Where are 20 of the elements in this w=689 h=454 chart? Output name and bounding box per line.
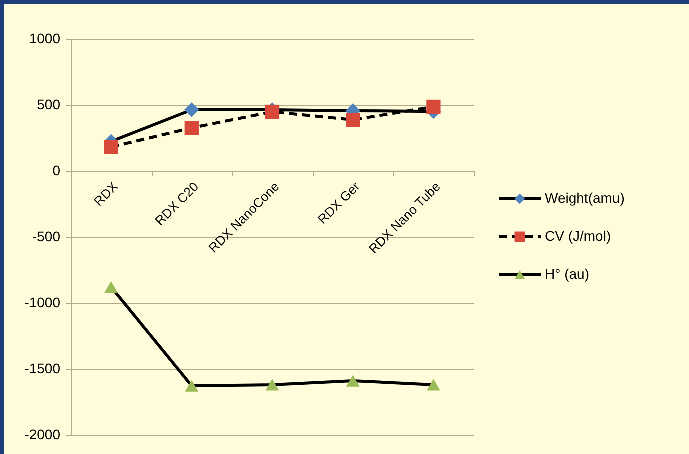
- point: [185, 380, 199, 392]
- point: [426, 100, 441, 114]
- y-tick-label: -2000: [24, 426, 61, 442]
- legend-label: CV (J/mol): [545, 228, 612, 244]
- y-tick-label: 0: [52, 162, 61, 178]
- legend-label: Weight(amu): [545, 190, 625, 206]
- point: [346, 375, 360, 387]
- point: [346, 112, 360, 128]
- point: [266, 379, 280, 391]
- point: [426, 379, 440, 391]
- y-tick-label: -500: [32, 228, 61, 244]
- y-tick-label: 500: [37, 96, 61, 112]
- y-tick-label: 1000: [29, 30, 61, 46]
- point: [104, 140, 118, 154]
- point: [184, 121, 199, 136]
- point: [184, 102, 200, 118]
- y-tick-label: -1500: [24, 360, 61, 376]
- y-tick-label: -1000: [24, 294, 61, 310]
- point: [104, 281, 118, 293]
- legend-label: H° (au): [545, 266, 590, 282]
